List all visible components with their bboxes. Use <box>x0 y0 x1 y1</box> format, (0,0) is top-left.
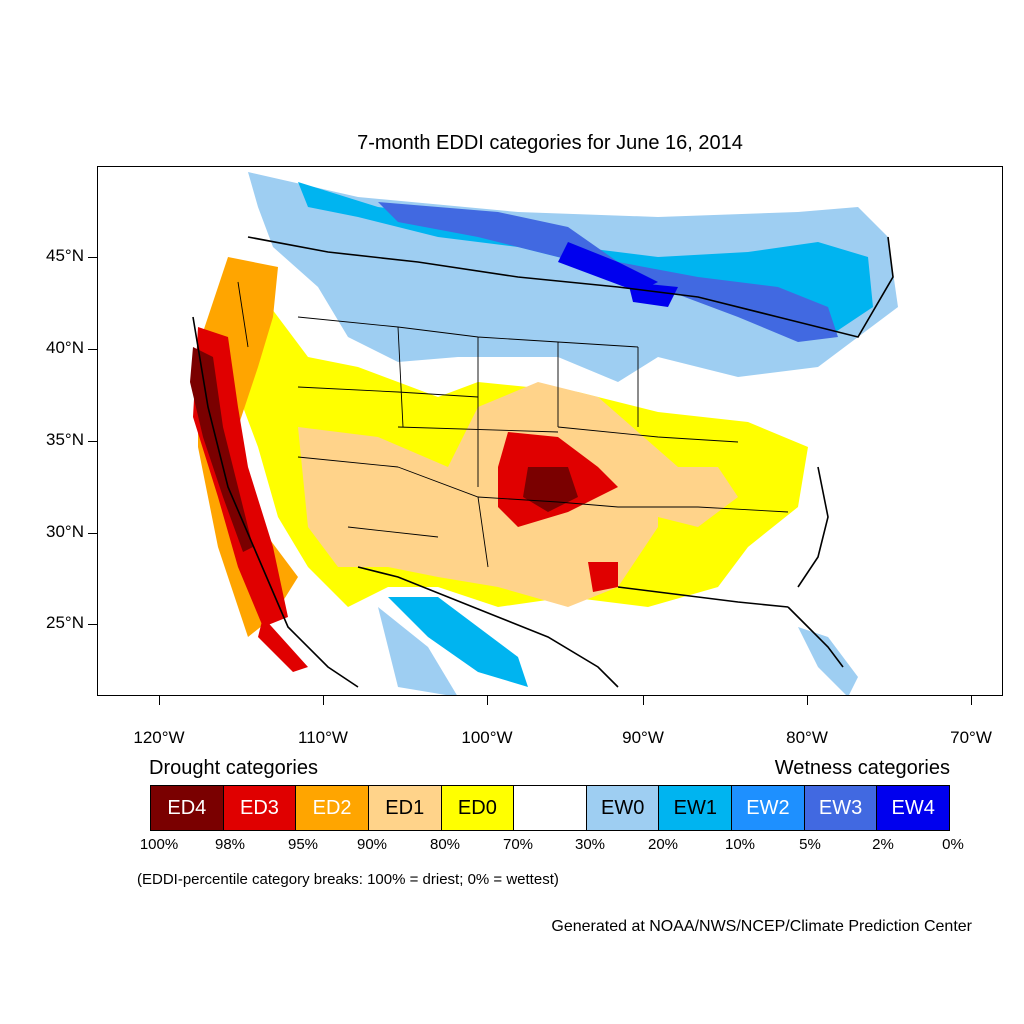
legend-seg-normal <box>514 786 587 830</box>
map-title: 7-month EDDI categories for June 16, 201… <box>357 132 743 154</box>
region-wet-south-2 <box>378 607 457 695</box>
legend-seg-ed4: ED4 <box>151 786 224 830</box>
lon-label-110: 110°W <box>298 728 348 747</box>
lon-label-80: 80°W <box>786 728 828 747</box>
legend-break-label: 20% <box>647 836 679 853</box>
legend-wetness-title: Wetness categories <box>774 757 950 779</box>
legend-break-label: 70% <box>502 836 534 853</box>
tick-lon-80 <box>807 696 808 705</box>
tick-lon-70 <box>971 696 972 705</box>
legend-color-bar: ED4 ED3 ED2 ED1 ED0 EW0 EW1 EW2 EW3 EW4 <box>150 785 950 831</box>
tick-lat-35 <box>88 441 97 442</box>
legend-break-label: 2% <box>872 836 894 853</box>
legend-seg-ed1: ED1 <box>368 786 442 830</box>
legend-seg-ed3: ED3 <box>223 786 297 830</box>
lat-label-40: 40°N <box>46 338 84 357</box>
lon-label-70: 70°W <box>950 728 992 747</box>
tick-lon-100 <box>487 696 488 705</box>
legend-seg-ew0: EW0 <box>586 786 660 830</box>
lat-label-30: 30°N <box>46 522 84 541</box>
lon-label-90: 90°W <box>622 728 664 747</box>
legend-break-label: 30% <box>574 836 606 853</box>
legend-break-label: 95% <box>287 836 319 853</box>
legend-footnote: (EDDI-percentile category breaks: 100% =… <box>137 871 559 888</box>
region-wet-florida <box>798 627 858 695</box>
tick-lat-40 <box>88 349 97 350</box>
legend-seg-ew2: EW2 <box>732 786 805 830</box>
region-ed3-la <box>588 562 618 592</box>
region-wet-south <box>388 597 528 687</box>
legend-seg-ed0: ED0 <box>441 786 515 830</box>
region-baja-ed3 <box>258 617 308 672</box>
legend-break-label: 100% <box>139 836 179 853</box>
lat-label-45: 45°N <box>46 246 84 265</box>
lon-label-120: 120°W <box>133 728 185 747</box>
legend-break-label: 80% <box>429 836 461 853</box>
legend-breaks: 100% 98% 95% 90% 80% 70% 30% 20% 10% 5% … <box>140 836 964 856</box>
legend-seg-ew1: EW1 <box>659 786 733 830</box>
lon-label-100: 100°W <box>461 728 513 747</box>
lat-label-25: 25°N <box>46 613 84 632</box>
tick-lon-90 <box>643 696 644 705</box>
tick-lat-25 <box>88 624 97 625</box>
tick-lat-30 <box>88 533 97 534</box>
legend-drought-title: Drought categories <box>149 757 318 779</box>
region-ed1-2 <box>658 467 738 527</box>
legend-break-label: 0% <box>942 836 964 853</box>
legend-break-label: 5% <box>799 836 821 853</box>
coastline-outline <box>192 236 894 688</box>
tick-lon-110 <box>323 696 324 705</box>
legend-break-label: 90% <box>356 836 388 853</box>
legend-seg-ew4: EW4 <box>877 786 950 830</box>
state-borders <box>237 281 789 568</box>
legend-seg-ed2: ED2 <box>296 786 369 830</box>
region-ed1 <box>298 382 678 607</box>
legend-seg-ew3: EW3 <box>804 786 878 830</box>
legend-break-label: 98% <box>214 836 246 853</box>
tick-lon-120 <box>159 696 160 705</box>
tick-lat-45 <box>88 257 97 258</box>
legend-break-label: 10% <box>724 836 756 853</box>
region-wet-north-3 <box>378 202 838 342</box>
map-frame <box>97 166 1003 696</box>
eddi-map <box>190 172 898 695</box>
credit-line: Generated at NOAA/NWS/NCEP/Climate Predi… <box>551 918 972 935</box>
lat-label-35: 35°N <box>46 430 84 449</box>
